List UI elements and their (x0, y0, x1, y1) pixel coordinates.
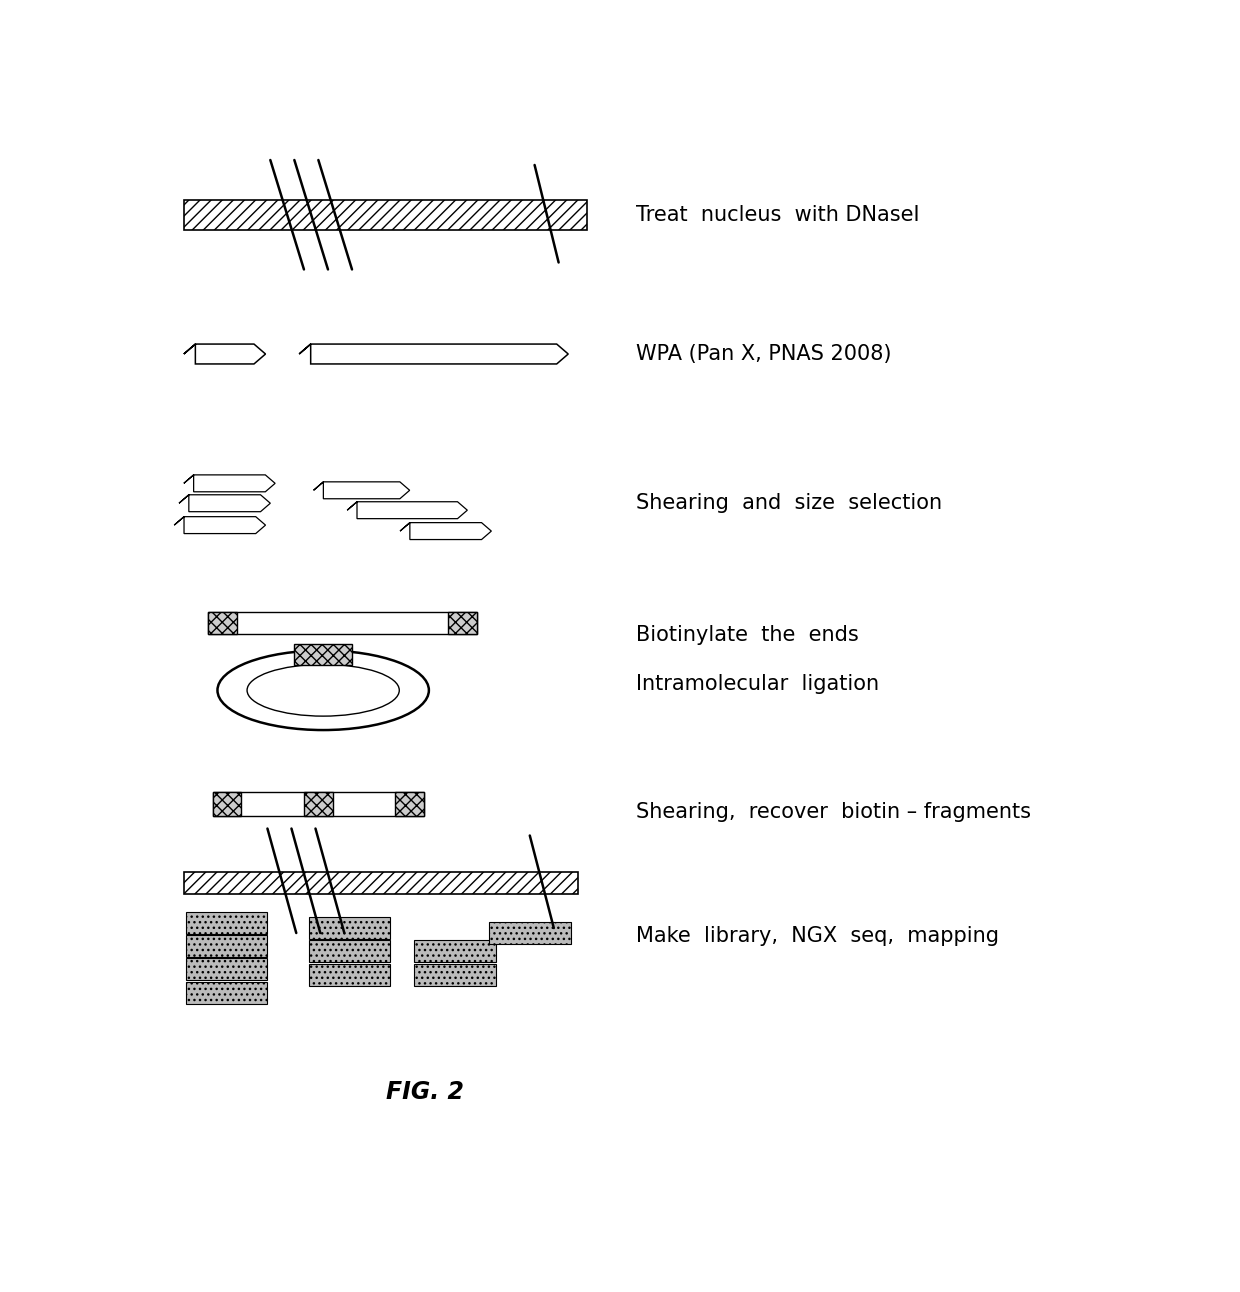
Bar (186, 957, 268, 979)
Polygon shape (299, 344, 568, 364)
Bar (213, 792, 242, 815)
Polygon shape (347, 501, 467, 518)
Bar (309, 917, 391, 939)
Bar (184, 200, 588, 230)
Bar (208, 611, 237, 633)
Polygon shape (184, 475, 275, 492)
Bar (304, 792, 332, 815)
Text: FIG. 2: FIG. 2 (386, 1080, 464, 1105)
Bar (490, 922, 572, 944)
Polygon shape (314, 482, 409, 499)
Text: Shearing  and  size  selection: Shearing and size selection (635, 494, 941, 513)
Bar (186, 912, 268, 934)
Bar (186, 935, 268, 957)
Bar (309, 964, 391, 986)
Text: WPA (Pan X, PNAS 2008): WPA (Pan X, PNAS 2008) (635, 344, 892, 364)
Text: Make  library,  NGX  seq,  mapping: Make library, NGX seq, mapping (635, 926, 998, 946)
Bar (414, 941, 496, 961)
Bar (186, 982, 268, 1004)
Text: Treat  nucleus  with DNaseI: Treat nucleus with DNaseI (635, 204, 919, 225)
Polygon shape (174, 517, 265, 534)
Text: Shearing,  recover  biotin – fragments: Shearing, recover biotin – fragments (635, 801, 1030, 822)
Text: Biotinylate  the  ends: Biotinylate the ends (635, 624, 858, 645)
Bar (396, 792, 424, 815)
Polygon shape (184, 344, 265, 364)
Bar (208, 611, 477, 633)
Bar (309, 941, 391, 961)
Bar (294, 643, 352, 665)
Bar (448, 611, 477, 633)
Bar (414, 964, 496, 986)
Bar (213, 792, 424, 815)
Text: Intramolecular  ligation: Intramolecular ligation (635, 674, 879, 694)
Polygon shape (179, 495, 270, 512)
Bar (184, 872, 578, 894)
Polygon shape (401, 523, 491, 540)
